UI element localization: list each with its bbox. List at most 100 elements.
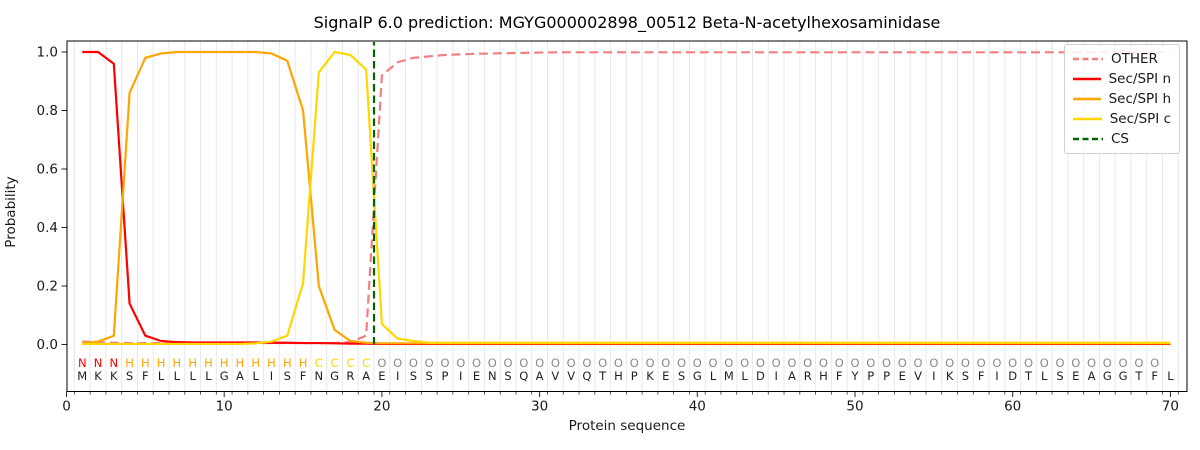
sequence-letter: L bbox=[253, 369, 260, 383]
region-label-letter: O bbox=[803, 356, 812, 370]
sequence-letter: V bbox=[551, 369, 559, 383]
region-label-letter: O bbox=[772, 356, 781, 370]
y-tick-label: 0.8 bbox=[37, 103, 58, 119]
sequence-letter: A bbox=[236, 369, 244, 383]
x-tick-label: 60 bbox=[1004, 399, 1021, 415]
sequence-letter: K bbox=[646, 369, 654, 383]
sequence-letter: G bbox=[693, 369, 702, 383]
sequence-letter: S bbox=[962, 369, 969, 383]
region-label-letter: H bbox=[173, 356, 182, 370]
sequence-letter: D bbox=[756, 369, 765, 383]
sequence-letter: L bbox=[205, 369, 212, 383]
x-tick-label: 20 bbox=[373, 399, 390, 415]
region-label-letter: O bbox=[961, 356, 970, 370]
legend-item-cs: CS bbox=[1073, 131, 1171, 147]
sequence-letter: Q bbox=[519, 369, 528, 383]
region-label-letter: O bbox=[914, 356, 923, 370]
sequence-letter: F bbox=[1151, 369, 1158, 383]
region-label-letter: H bbox=[188, 356, 197, 370]
sequence-letter: Y bbox=[850, 369, 859, 383]
sequence-letter: G bbox=[220, 369, 229, 383]
sequence-letter: T bbox=[598, 369, 607, 383]
region-label-letter: H bbox=[204, 356, 213, 370]
region-label-letter: H bbox=[267, 356, 276, 370]
region-label-letter: H bbox=[157, 356, 166, 370]
region-label-letter: C bbox=[362, 356, 370, 370]
x-tick-label: 70 bbox=[1162, 399, 1179, 415]
sequence-letter: M bbox=[77, 369, 87, 383]
legend-label: Sec/SPI n bbox=[1108, 71, 1171, 87]
region-label-letter: H bbox=[283, 356, 292, 370]
x-tick-label: 30 bbox=[531, 399, 548, 415]
sequence-letter: H bbox=[819, 369, 828, 383]
region-label-letter: O bbox=[582, 356, 591, 370]
sequence-letter: T bbox=[1024, 369, 1033, 383]
region-label-letter: O bbox=[377, 356, 386, 370]
y-tick-label: 0.4 bbox=[37, 220, 58, 236]
legend-label: Sec/SPI c bbox=[1109, 111, 1171, 127]
region-label-letter: O bbox=[898, 356, 907, 370]
sequence-letter: L bbox=[741, 369, 748, 383]
region-label-letter: H bbox=[125, 356, 134, 370]
sequence-letter: Q bbox=[582, 369, 591, 383]
region-label-letter: O bbox=[929, 356, 938, 370]
region-label-letter: O bbox=[567, 356, 576, 370]
sequence-letter: G bbox=[330, 369, 339, 383]
region-label-letter: O bbox=[693, 356, 702, 370]
region-label-letter: O bbox=[992, 356, 1001, 370]
legend-swatch bbox=[1073, 57, 1103, 61]
sequence-letter: V bbox=[567, 369, 575, 383]
region-label-letter: N bbox=[78, 356, 87, 370]
region-label-letter: O bbox=[1134, 356, 1143, 370]
region-label-letter: O bbox=[1055, 356, 1064, 370]
sequence-letter: L bbox=[189, 369, 196, 383]
region-label-letter: O bbox=[1040, 356, 1049, 370]
sequence-letter: K bbox=[94, 369, 102, 383]
legend-label: CS bbox=[1111, 131, 1129, 147]
region-label-letter: O bbox=[456, 356, 465, 370]
sequence-letter: L bbox=[710, 369, 717, 383]
region-label-letter: H bbox=[299, 356, 308, 370]
sequence-letter: L bbox=[174, 369, 181, 383]
region-label-letter: C bbox=[331, 356, 339, 370]
sequence-letter: F bbox=[300, 369, 307, 383]
region-label-letter: O bbox=[440, 356, 449, 370]
region-label-letter: O bbox=[740, 356, 749, 370]
x-tick-label: 40 bbox=[689, 399, 706, 415]
sequence-letter: I bbox=[270, 369, 273, 383]
sequence-letter: I bbox=[396, 369, 399, 383]
region-label-letter: O bbox=[598, 356, 607, 370]
region-label-letter: N bbox=[110, 356, 119, 370]
sequence-letter: V bbox=[914, 369, 922, 383]
sequence-letter: R bbox=[346, 369, 354, 383]
sequence-letter: H bbox=[614, 369, 623, 383]
region-label-letter: O bbox=[945, 356, 954, 370]
legend-swatch bbox=[1073, 77, 1101, 81]
sequence-letter: I bbox=[774, 369, 777, 383]
sequence-letter: I bbox=[932, 369, 935, 383]
sequence-letter: F bbox=[978, 369, 985, 383]
legend-item-other: OTHER bbox=[1073, 51, 1171, 67]
sequence-letter: E bbox=[662, 369, 669, 383]
sequence-letter: S bbox=[410, 369, 417, 383]
legend-label: OTHER bbox=[1111, 51, 1158, 67]
sequence-letter: K bbox=[946, 369, 954, 383]
sequence-letter: S bbox=[284, 369, 291, 383]
legend: OTHER Sec/SPI n Sec/SPI h Sec/SPI c CS bbox=[1064, 44, 1180, 154]
sequence-letter: E bbox=[473, 369, 480, 383]
region-label-letter: O bbox=[409, 356, 418, 370]
legend-swatch bbox=[1073, 137, 1103, 141]
region-label-letter: H bbox=[236, 356, 245, 370]
sequence-letter: S bbox=[1056, 369, 1063, 383]
sequence-letter: P bbox=[867, 369, 874, 383]
region-label-letter: O bbox=[756, 356, 765, 370]
region-label-letter: C bbox=[315, 356, 323, 370]
y-tick-label: 1.0 bbox=[37, 45, 58, 61]
region-label-letter: H bbox=[251, 356, 260, 370]
sequence-letter: T bbox=[1134, 369, 1143, 383]
sequence-letter: F bbox=[836, 369, 843, 383]
region-label-letter: O bbox=[1071, 356, 1080, 370]
region-label-letter: O bbox=[1150, 356, 1159, 370]
